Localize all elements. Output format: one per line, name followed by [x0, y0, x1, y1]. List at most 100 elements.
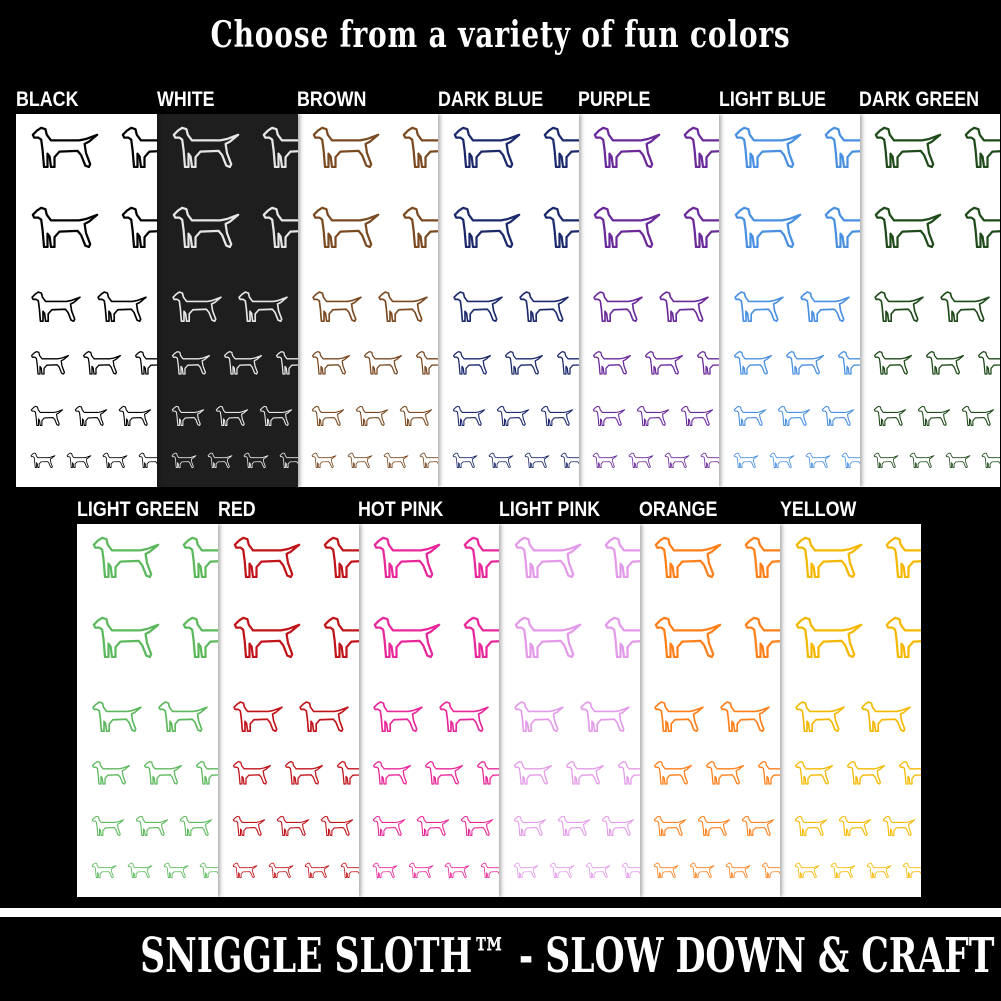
dog-outline-icon	[452, 405, 485, 426]
dog-outline-icon	[312, 206, 380, 249]
dog-outline-icon	[275, 350, 298, 375]
dog-outline-icon	[874, 206, 942, 249]
dog-outline-icon	[664, 452, 690, 469]
dog-outline-icon	[476, 760, 499, 785]
dog-outline-icon	[480, 862, 499, 879]
dog-outline-icon	[311, 452, 337, 469]
dog-outline-icon	[92, 536, 160, 579]
dog-outline-icon	[874, 291, 924, 323]
dog-outline-icon	[734, 126, 801, 169]
color-label: DARK BLUE	[437, 88, 543, 111]
dog-outline-icon	[402, 206, 438, 249]
dog-outline-icon	[824, 126, 860, 169]
dog-outline-icon	[621, 862, 640, 879]
dog-outline-icon	[355, 405, 389, 426]
color-swatch-panel	[297, 114, 438, 487]
dog-outline-icon	[873, 405, 907, 426]
dog-outline-icon	[785, 350, 824, 375]
dog-outline-icon	[977, 350, 1000, 375]
dog-outline-icon	[885, 616, 921, 659]
dog-outline-icon	[402, 126, 438, 169]
dog-outline-icon	[262, 206, 298, 249]
dog-outline-icon	[138, 452, 157, 469]
dog-outline-icon	[794, 760, 833, 785]
dog-outline-icon	[372, 815, 406, 836]
dog-outline-icon	[700, 452, 719, 469]
dog-outline-icon	[182, 536, 218, 579]
dog-outline-icon	[30, 452, 56, 469]
dog-outline-icon	[232, 862, 257, 879]
dog-outline-icon	[513, 760, 552, 785]
dog-outline-icon	[601, 815, 634, 836]
dog-outline-icon	[549, 862, 574, 879]
dog-outline-icon	[172, 206, 239, 249]
dog-outline-icon	[733, 291, 784, 323]
dog-outline-icon	[925, 350, 965, 375]
dog-outline-icon	[513, 862, 538, 879]
dog-outline-icon	[372, 760, 412, 785]
color-swatch-panel	[358, 524, 499, 897]
dog-outline-icon	[143, 760, 183, 785]
dog-outline-icon	[720, 701, 770, 733]
dog-outline-icon	[92, 616, 160, 659]
dog-outline-icon	[799, 291, 850, 323]
dog-outline-icon	[741, 815, 775, 836]
dog-outline-icon	[102, 452, 128, 469]
dog-outline-icon	[514, 536, 581, 579]
dog-outline-icon	[74, 405, 108, 426]
dog-outline-icon	[336, 760, 359, 785]
dog-outline-icon	[463, 536, 499, 579]
dog-outline-icon	[653, 862, 679, 879]
dog-outline-icon	[585, 862, 610, 879]
dog-outline-icon	[733, 452, 758, 469]
dog-outline-icon	[91, 815, 125, 836]
dog-outline-icon	[873, 350, 913, 375]
color-label: BROWN	[297, 88, 367, 111]
color-swatch-panel	[437, 114, 579, 487]
dog-outline-icon	[964, 126, 1000, 169]
dog-outline-icon	[543, 126, 579, 169]
dog-outline-icon	[171, 291, 222, 323]
color-label: ORANGE	[639, 498, 718, 521]
dog-outline-icon	[757, 760, 780, 785]
dog-outline-icon	[268, 862, 293, 879]
dog-outline-icon	[233, 536, 300, 579]
dog-outline-icon	[644, 350, 684, 375]
dog-outline-icon	[373, 701, 423, 733]
dog-outline-icon	[940, 291, 990, 323]
dog-outline-icon	[794, 862, 819, 879]
dog-outline-icon	[964, 206, 1000, 249]
color-swatch-panel	[77, 524, 218, 897]
dog-outline-icon	[372, 862, 398, 879]
dog-outline-icon	[399, 405, 433, 426]
dog-outline-icon	[460, 815, 494, 836]
dog-outline-icon	[233, 616, 300, 659]
color-label: HOT PINK	[358, 498, 444, 521]
dog-outline-icon	[304, 862, 329, 879]
color-swatch-panel	[578, 114, 719, 487]
dog-outline-icon	[419, 452, 438, 469]
dog-outline-icon	[97, 291, 147, 323]
dog-outline-icon	[945, 452, 971, 469]
dog-outline-icon	[917, 405, 951, 426]
dog-outline-icon	[232, 701, 283, 733]
dog-outline-icon	[284, 760, 323, 785]
dog-outline-icon	[243, 452, 268, 469]
dog-outline-icon	[592, 350, 632, 375]
dog-outline-icon	[838, 815, 871, 836]
dog-outline-icon	[689, 862, 715, 879]
dog-outline-icon	[680, 405, 714, 426]
dog-outline-icon	[540, 405, 573, 426]
dog-outline-icon	[82, 350, 122, 375]
dog-outline-icon	[182, 616, 218, 659]
dog-outline-icon	[744, 536, 780, 579]
dog-outline-icon	[504, 350, 543, 375]
dog-outline-icon	[373, 536, 441, 579]
color-label: LIGHT PINK	[498, 498, 600, 521]
dog-outline-icon	[135, 815, 169, 836]
color-swatch-panel	[859, 114, 1000, 487]
dog-outline-icon	[279, 452, 298, 469]
dog-outline-icon	[496, 405, 529, 426]
color-label: WHITE	[156, 88, 215, 111]
dog-outline-icon	[416, 815, 450, 836]
